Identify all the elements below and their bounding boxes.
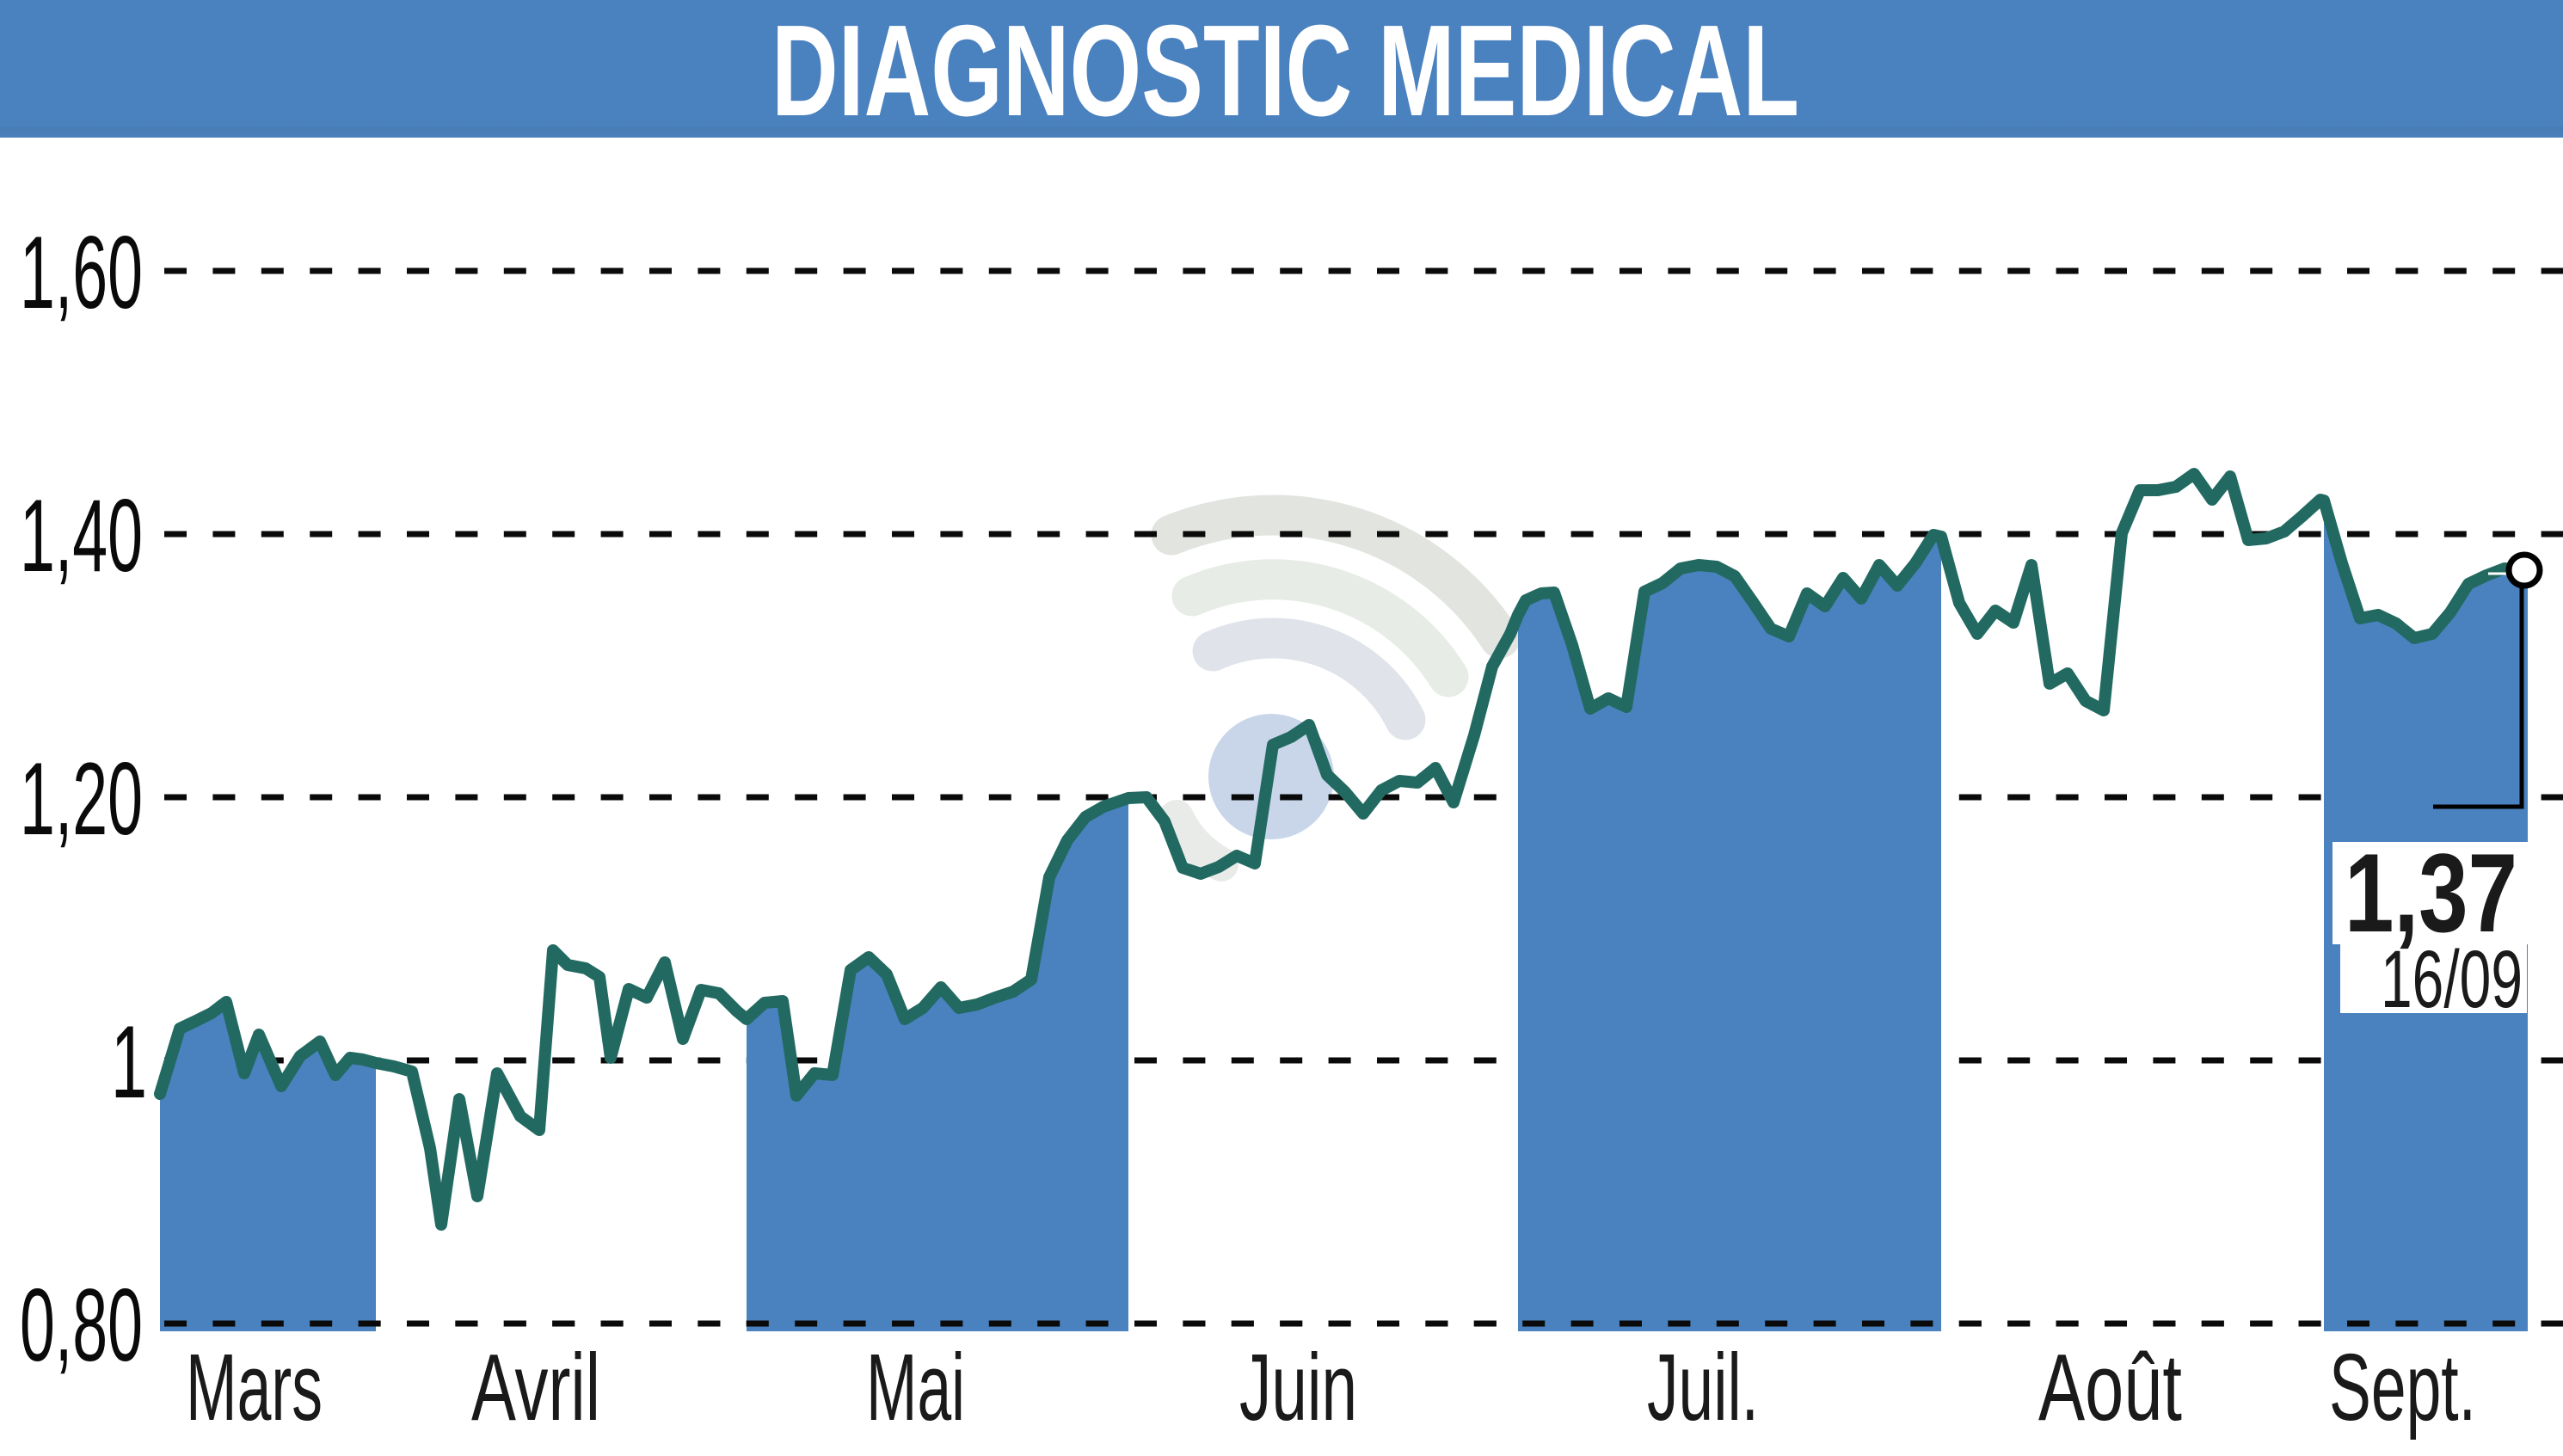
svg-text:Avril: Avril bbox=[471, 1335, 600, 1441]
svg-text:Juil.: Juil. bbox=[1647, 1335, 1759, 1441]
svg-text:Mai: Mai bbox=[866, 1335, 965, 1441]
svg-text:Mars: Mars bbox=[186, 1335, 323, 1441]
svg-text:Juin: Juin bbox=[1239, 1335, 1357, 1441]
svg-text:1: 1 bbox=[111, 1004, 147, 1120]
svg-text:1,40: 1,40 bbox=[20, 478, 143, 593]
svg-text:1,37: 1,37 bbox=[2345, 830, 2517, 955]
svg-text:Août: Août bbox=[2038, 1335, 2182, 1441]
svg-text:Sept.: Sept. bbox=[2329, 1335, 2476, 1441]
svg-text:1,20: 1,20 bbox=[20, 741, 143, 857]
svg-text:1,60: 1,60 bbox=[20, 215, 143, 330]
svg-text:16/09: 16/09 bbox=[2381, 934, 2523, 1025]
svg-text:0,80: 0,80 bbox=[20, 1268, 143, 1383]
svg-text:DIAGNOSTIC MEDICAL: DIAGNOSTIC MEDICAL bbox=[771, 0, 1799, 143]
